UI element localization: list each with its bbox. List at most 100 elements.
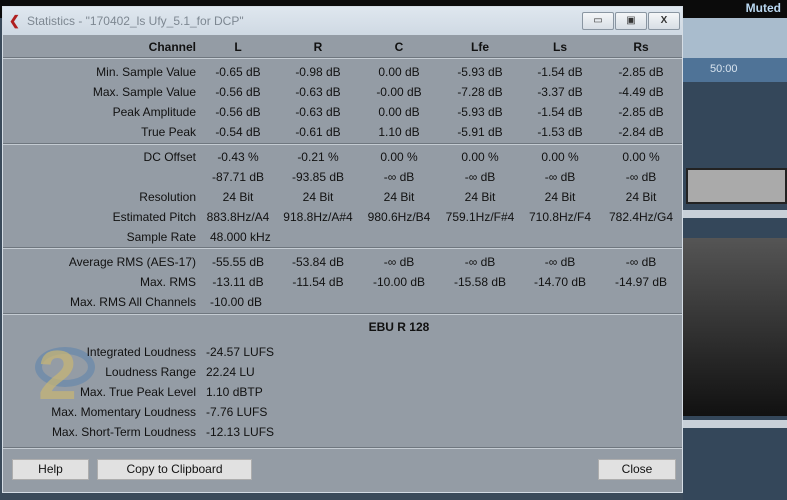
stat-value: -87.71 dB bbox=[211, 170, 265, 184]
stat-value: 24 Bit bbox=[383, 190, 415, 204]
title-bar[interactable]: ❮ Statistics - "170402_ls Ufy_5.1_for DC… bbox=[3, 7, 682, 35]
waveform-event[interactable] bbox=[683, 238, 787, 416]
loudness-value: -12.13 LUFS bbox=[206, 425, 275, 439]
copy-to-clipboard-button[interactable]: Copy to Clipboard bbox=[97, 459, 252, 480]
ruler-time: 50:00 bbox=[710, 63, 738, 75]
stat-value: 883.8Hz/A4 bbox=[206, 210, 270, 224]
stat-label: Min. Sample Value bbox=[96, 65, 196, 79]
stat-value: -10.00 dB bbox=[210, 295, 263, 309]
loudness-label: Loudness Range bbox=[105, 365, 196, 379]
stat-value: -∞ dB bbox=[544, 255, 576, 269]
stat-value: -∞ dB bbox=[464, 170, 496, 184]
stat-value: -14.70 dB bbox=[533, 275, 587, 289]
stat-value: -∞ dB bbox=[625, 170, 657, 184]
stat-value: -53.84 dB bbox=[291, 255, 345, 269]
minimize-button[interactable]: ▭ bbox=[582, 12, 614, 30]
help-button[interactable]: Help bbox=[12, 459, 89, 480]
stat-label: DC Offset bbox=[143, 150, 196, 164]
stat-value: -0.56 dB bbox=[215, 105, 261, 119]
stat-value: -2.85 dB bbox=[618, 65, 664, 79]
section-divider bbox=[3, 247, 682, 249]
channel-header: R bbox=[313, 40, 323, 54]
stat-value: -15.58 dB bbox=[453, 275, 507, 289]
time-ruler[interactable]: 50:00 bbox=[683, 58, 787, 82]
overview-lane[interactable] bbox=[683, 18, 787, 58]
stat-value: 1.10 dB bbox=[378, 125, 420, 139]
loudness-value: 22.24 LU bbox=[206, 365, 255, 379]
close-button[interactable]: Close bbox=[598, 459, 676, 480]
stat-value: -5.93 dB bbox=[457, 105, 503, 119]
stat-value: -∞ dB bbox=[625, 255, 657, 269]
close-window-button[interactable]: X bbox=[648, 12, 680, 30]
stat-value: 24 Bit bbox=[302, 190, 334, 204]
stat-value: 0.00 % bbox=[541, 150, 579, 164]
stat-value: 0.00 dB bbox=[378, 105, 420, 119]
stat-value: -∞ dB bbox=[464, 255, 496, 269]
stat-label: Sample Rate bbox=[126, 230, 196, 244]
stat-value: -14.97 dB bbox=[614, 275, 668, 289]
stat-value: -∞ dB bbox=[383, 170, 415, 184]
loudness-value: -7.76 LUFS bbox=[206, 405, 268, 419]
stat-value: 759.1Hz/F#4 bbox=[445, 210, 515, 224]
stat-value: -0.61 dB bbox=[295, 125, 341, 139]
stat-value: 48.000 kHz bbox=[210, 230, 271, 244]
stat-label: Max. Sample Value bbox=[92, 85, 196, 99]
section-divider bbox=[3, 57, 682, 59]
stat-value: -55.55 dB bbox=[211, 255, 265, 269]
section-divider bbox=[3, 447, 682, 449]
stat-label: Average RMS (AES-17) bbox=[68, 255, 196, 269]
channel-header: C bbox=[394, 40, 404, 54]
stat-value: 24 Bit bbox=[625, 190, 657, 204]
loudness-value: -24.57 LUFS bbox=[206, 345, 275, 359]
stat-value: -2.85 dB bbox=[618, 105, 664, 119]
stat-value: -1.53 dB bbox=[537, 125, 583, 139]
stat-value: -0.00 dB bbox=[376, 85, 422, 99]
stat-label: Resolution bbox=[139, 190, 196, 204]
channel-header: Ls bbox=[552, 40, 567, 54]
ebu-title: EBU R 128 bbox=[368, 320, 430, 334]
stat-label: Estimated Pitch bbox=[112, 210, 196, 224]
statistics-dialog: ❮ Statistics - "170402_ls Ufy_5.1_for DC… bbox=[2, 6, 683, 493]
stat-value: -0.98 dB bbox=[295, 65, 341, 79]
stat-value: -∞ dB bbox=[383, 255, 415, 269]
stat-value: -3.37 dB bbox=[537, 85, 583, 99]
event-strip bbox=[683, 420, 787, 428]
stat-value: -0.54 dB bbox=[215, 125, 261, 139]
stat-value: 0.00 % bbox=[622, 150, 660, 164]
stat-value: 918.8Hz/A#4 bbox=[283, 210, 353, 224]
section-divider bbox=[3, 313, 682, 315]
event-clip[interactable] bbox=[686, 168, 787, 204]
stat-label: Max. RMS All Channels bbox=[69, 295, 196, 309]
watermark-logo bbox=[35, 347, 95, 387]
stat-value: -1.54 dB bbox=[537, 65, 583, 79]
loudness-label: Max. True Peak Level bbox=[79, 385, 196, 399]
section-divider bbox=[3, 143, 682, 145]
watermark-logo: 2 bbox=[38, 336, 77, 414]
stat-value: 24 Bit bbox=[544, 190, 576, 204]
restore-button[interactable]: ▣ bbox=[615, 12, 647, 30]
loudness-label: Max. Short-Term Loudness bbox=[51, 425, 196, 439]
app-logo-icon: ❮ bbox=[9, 13, 20, 28]
window-title: Statistics - "170402_ls Ufy_5.1_for DCP" bbox=[27, 14, 244, 28]
stat-value: -10.00 dB bbox=[372, 275, 426, 289]
stat-label: True Peak bbox=[141, 125, 196, 139]
stat-value: 24 Bit bbox=[222, 190, 254, 204]
stat-value: 980.6Hz/B4 bbox=[367, 210, 431, 224]
loudness-label: Max. Momentary Loudness bbox=[51, 405, 196, 419]
stat-value: -11.54 dB bbox=[292, 275, 344, 289]
stat-value: -0.43 % bbox=[217, 150, 259, 164]
stat-value: -13.11 dB bbox=[212, 275, 264, 289]
stat-value: -0.63 dB bbox=[295, 105, 341, 119]
stat-value: -0.21 % bbox=[297, 150, 339, 164]
stat-value: -∞ dB bbox=[544, 170, 576, 184]
loudness-label: Integrated Loudness bbox=[86, 345, 196, 359]
stat-value: -0.63 dB bbox=[295, 85, 341, 99]
channel-header-label: Channel bbox=[148, 40, 196, 54]
channel-header: Lfe bbox=[471, 40, 489, 54]
stat-value: 0.00 % bbox=[380, 150, 418, 164]
stat-value: 710.8Hz/F4 bbox=[528, 210, 592, 224]
stat-value: -4.49 dB bbox=[618, 85, 664, 99]
stat-value: -0.65 dB bbox=[215, 65, 261, 79]
stat-label: Peak Amplitude bbox=[112, 105, 196, 119]
stat-value: -5.91 dB bbox=[457, 125, 503, 139]
